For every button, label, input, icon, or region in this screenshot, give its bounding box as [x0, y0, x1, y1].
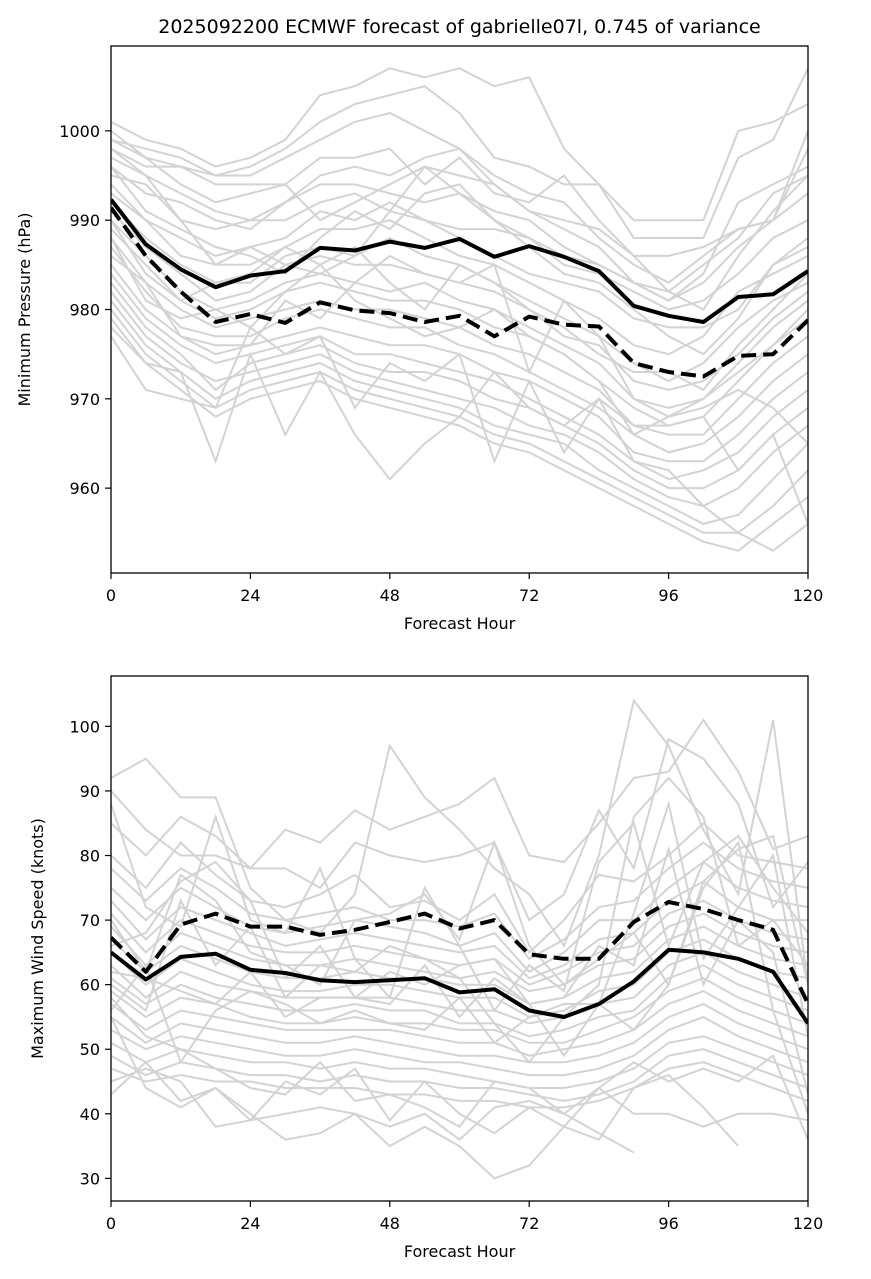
pressure-member-line-0 [111, 67, 808, 239]
wind-ytick-label: 50 [80, 1040, 100, 1059]
pressure-member-line-18 [111, 290, 808, 508]
pressure-member-line-29 [111, 237, 808, 436]
wind-member-line-20 [111, 1067, 635, 1154]
wind-member-line-23 [111, 996, 808, 1141]
wind-member-line-13 [111, 977, 808, 1044]
wind-member-line-11 [111, 951, 808, 1025]
wind-member-line-18 [111, 1048, 808, 1102]
wind-member-line-9 [111, 925, 808, 1006]
pressure-member-line-26 [111, 138, 808, 311]
wind-member-line-3 [111, 821, 808, 954]
pressure-ylabel: Minimum Pressure (hPa) [15, 213, 34, 407]
wind-xtick-label: 48 [380, 1214, 400, 1233]
wind-ytick-label: 80 [80, 847, 100, 866]
wind-ylabel: Maximum Wind Speed (knots) [28, 818, 47, 1059]
wind-xtick-label: 96 [658, 1214, 678, 1233]
wind-dashed-line [111, 900, 808, 1005]
pressure-ytick-label: 970 [69, 390, 100, 409]
wind-ytick-label: 100 [69, 717, 100, 736]
wind-xtick-label: 120 [793, 1214, 824, 1233]
pressure-xtick-label: 24 [240, 586, 260, 605]
wind-solid-line [111, 947, 808, 1025]
wind-member-line-26 [111, 803, 808, 1013]
pressure-xtick-label: 72 [519, 586, 539, 605]
pressure-member-line-20 [111, 308, 808, 534]
pressure-ytick-label: 1000 [59, 122, 100, 141]
chart-title: 2025092200 ECMWF forecast of gabrielle07… [158, 16, 760, 38]
wind-member-line-15 [111, 1002, 808, 1064]
pressure-member-line-27 [111, 165, 808, 356]
wind-ytick-label: 70 [80, 911, 100, 930]
wind-ytick-label: 40 [80, 1105, 100, 1124]
wind-xtick-label: 72 [519, 1214, 539, 1233]
wind-member-line-27 [111, 776, 808, 1064]
pressure-ytick-label: 960 [69, 479, 100, 498]
pressure-member-line-17 [111, 282, 808, 490]
wind-member-line-12 [111, 964, 808, 1038]
wind-plot-area [111, 698, 808, 1180]
pressure-member-line-1 [111, 85, 808, 222]
wind-member-line-29 [111, 840, 808, 1115]
pressure-member-line-24 [111, 254, 808, 445]
wind-member-line-17 [111, 1035, 808, 1089]
pressure-member-line-16 [111, 273, 808, 481]
pressure-member-line-22 [111, 326, 808, 525]
wind-xtick-label: 0 [106, 1214, 116, 1233]
pressure-plot-area [111, 67, 808, 552]
wind-member-line-0 [111, 698, 808, 985]
pressure-member-line-21 [111, 317, 808, 552]
pressure-ytick-label: 990 [69, 211, 100, 230]
pressure-member-line-25 [111, 147, 808, 302]
pressure-xtick-label: 96 [658, 586, 678, 605]
wind-xlabel: Forecast Hour [404, 1242, 516, 1261]
pressure-member-line-28 [111, 219, 808, 392]
wind-panel: 0 24 48 72 96 120 30 40 50 60 70 80 90 100 Forecast Ho… [28, 675, 824, 1261]
pressure-member-line-14 [111, 246, 808, 454]
pressure-member-line-11 [111, 219, 808, 409]
pressure-member-line-23 [111, 325, 808, 552]
pressure-xtick-label: 120 [793, 586, 824, 605]
pressure-xtick-label: 48 [380, 586, 400, 605]
wind-member-line-1 [111, 718, 808, 870]
pressure-member-line-5 [111, 165, 808, 302]
pressure-member-line-2 [111, 111, 808, 284]
wind-xtick-label: 24 [240, 1214, 260, 1233]
pressure-solid-line [111, 198, 808, 324]
pressure-xtick-label: 0 [106, 586, 116, 605]
pressure-xlabel: Forecast Hour [404, 614, 516, 633]
pressure-member-line-8 [111, 192, 808, 356]
pressure-ytick-label: 980 [69, 301, 100, 320]
wind-ytick-label: 30 [80, 1169, 100, 1188]
wind-ytick-label: 60 [80, 976, 100, 995]
wind-member-line-22 [111, 1016, 808, 1135]
wind-member-line-16 [111, 1015, 808, 1077]
pressure-member-line-19 [111, 299, 808, 525]
wind-member-line-19 [111, 1061, 808, 1109]
wind-member-line-2 [111, 737, 808, 922]
wind-member-line-24 [111, 845, 808, 1095]
wind-axes-frame [110, 675, 809, 1202]
pressure-member-line-4 [111, 147, 808, 293]
pressure-member-line-3 [111, 130, 808, 257]
pressure-member-line-6 [111, 174, 808, 311]
wind-member-line-14 [111, 990, 808, 1057]
pressure-panel: 0 24 48 72 96 120 960 970 980 990 1000 Forecast Hou… [15, 16, 823, 633]
wind-ytick-label: 90 [80, 782, 100, 801]
wind-member-line-25 [111, 834, 808, 987]
pressure-dashed-line [111, 206, 808, 379]
